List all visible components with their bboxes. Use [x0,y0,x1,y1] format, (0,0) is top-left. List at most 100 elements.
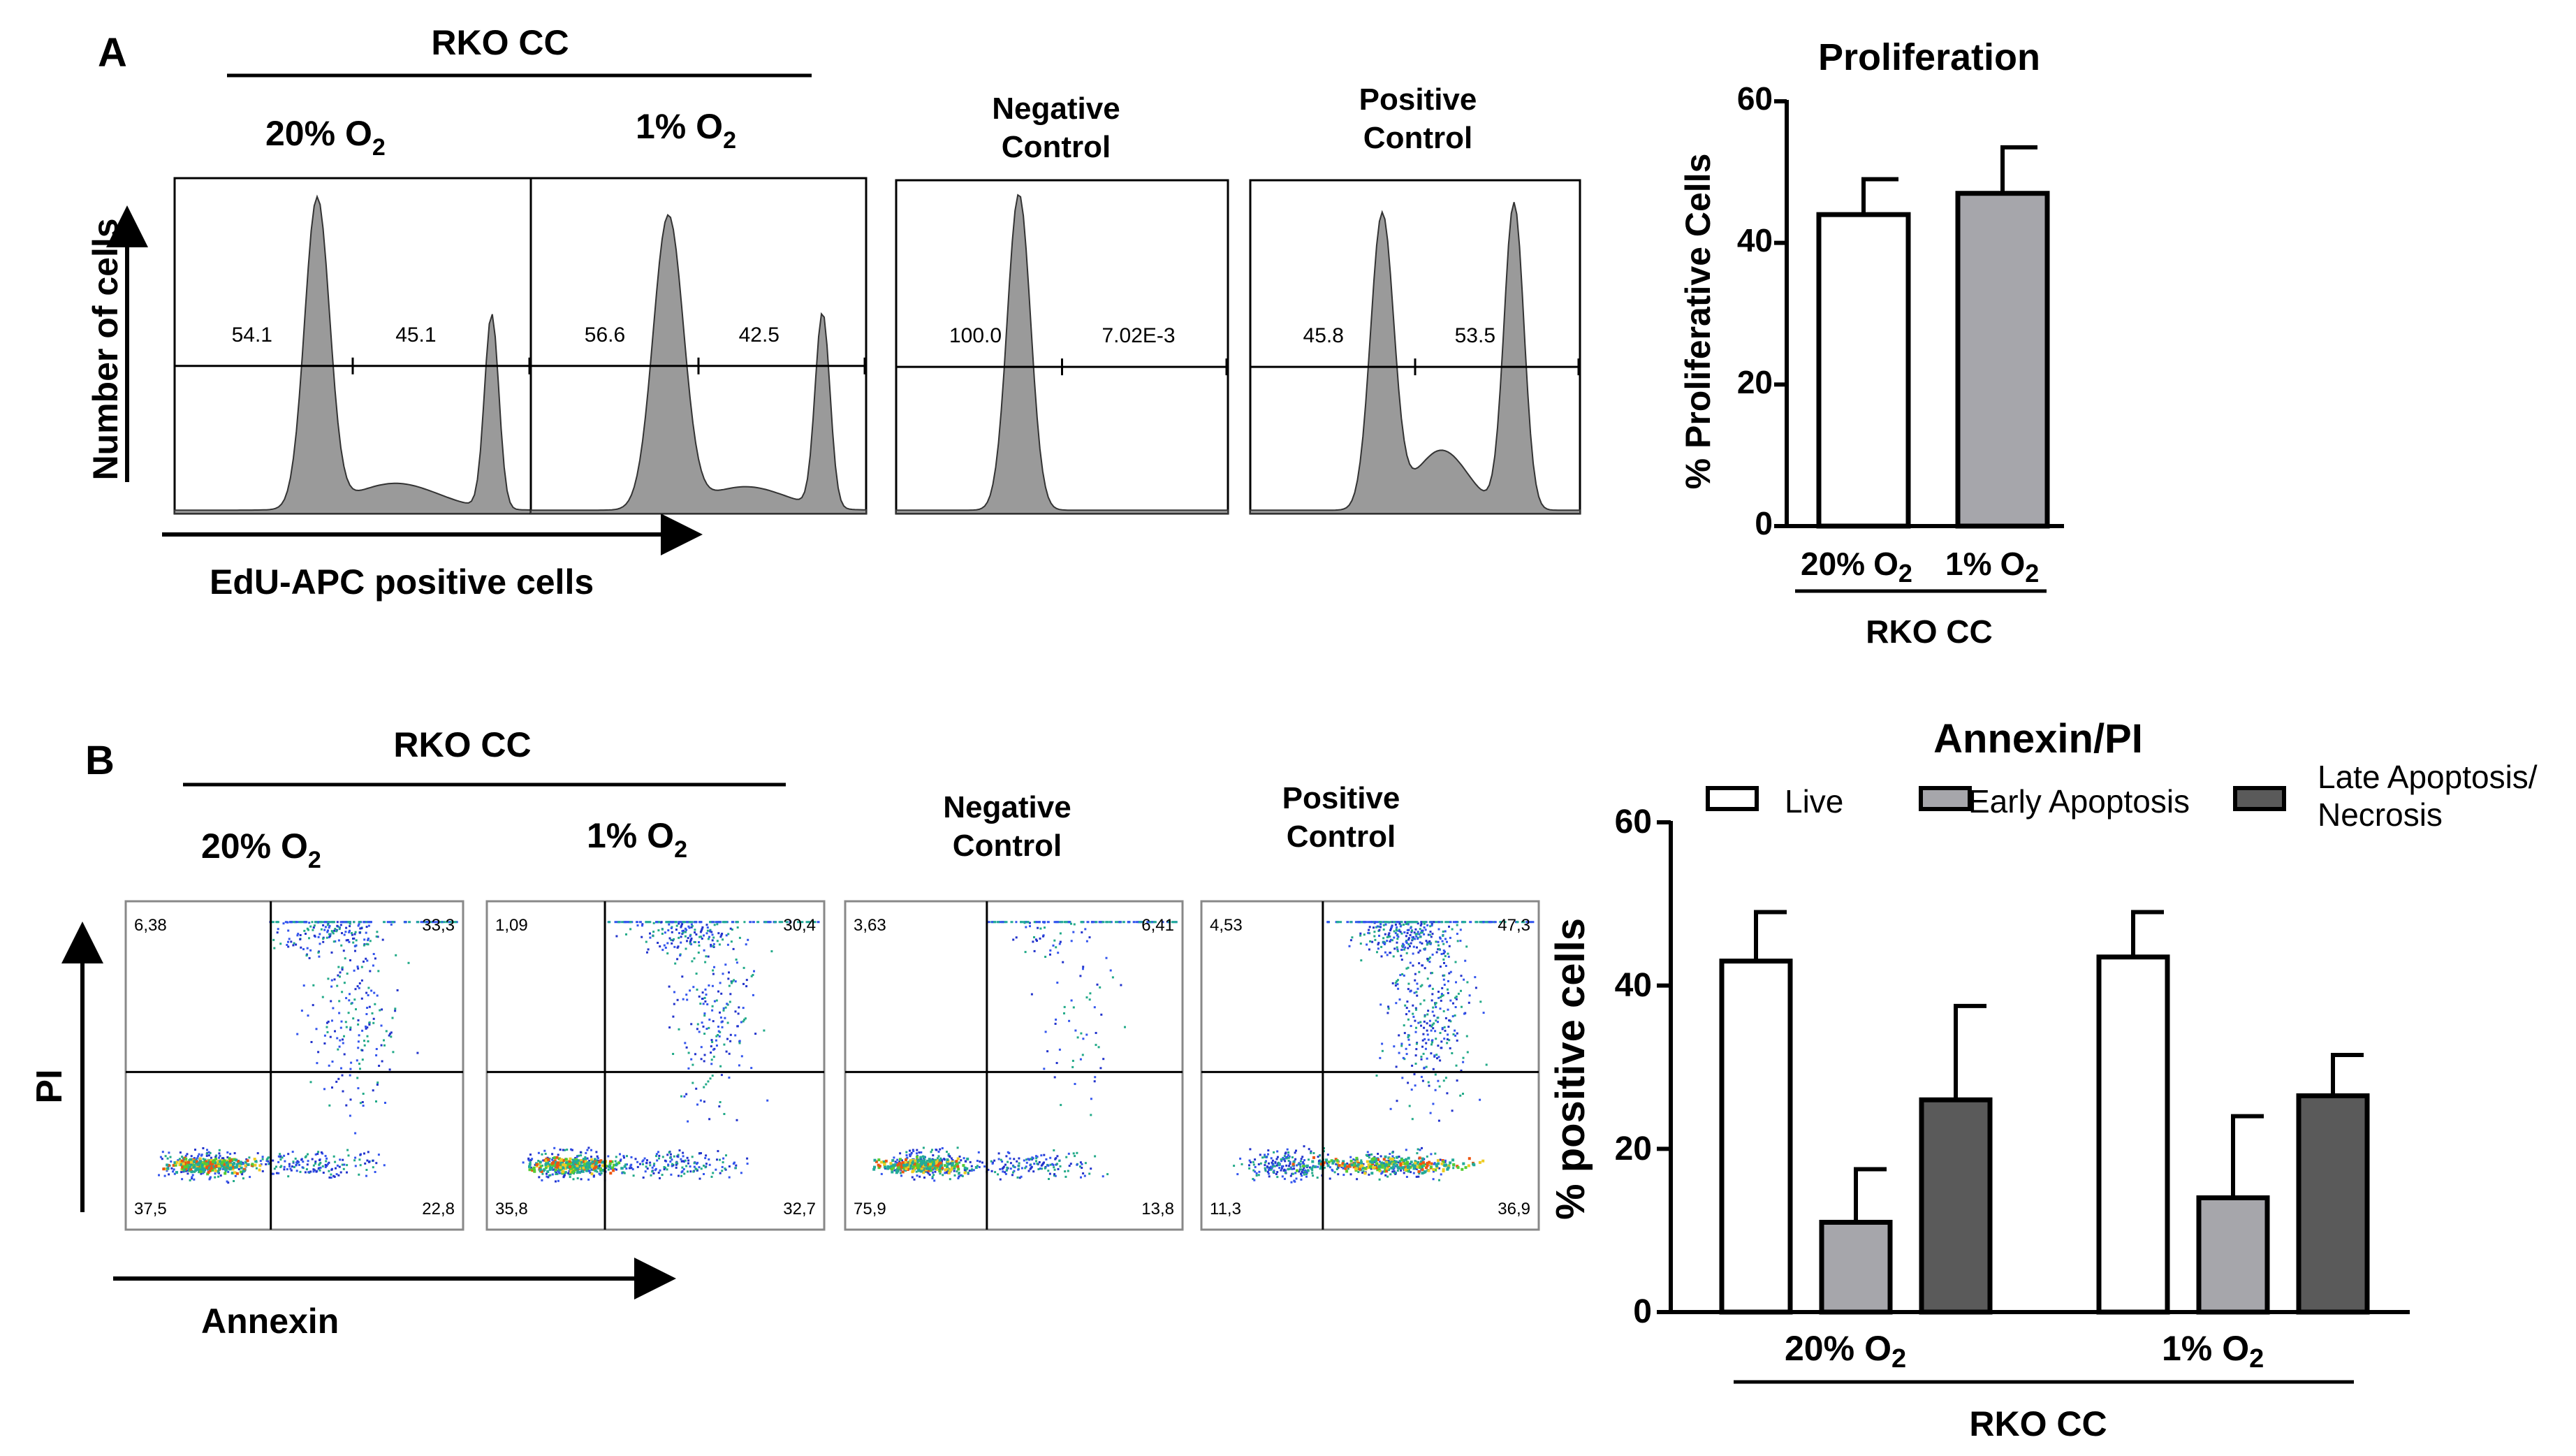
proliferation-group-label: RKO CC [1866,613,1992,650]
histogram-distribution [174,194,532,514]
panel-b: B RKO CC 20% O2 1% O2 Negative Control P… [29,716,2538,1443]
proliferation-bars [1816,145,2050,529]
annexin-ytick-0: 0 [1633,1293,1652,1330]
histogram-distribution [1250,202,1581,514]
panel-b-letter: B [85,738,115,783]
proliferation-ytick-0: 0 [1755,505,1773,541]
panel-a-positive-control-line1: Positive [1359,82,1477,117]
scatter-quadrant-ul: 4,53 [1210,916,1243,935]
annexin-ytick-40: 40 [1615,967,1652,1004]
annexin-bar-live-1 [2096,954,2170,1315]
proliferation-ytick-20: 20 [1737,364,1773,400]
scatter-quadrant-lr: 22,8 [422,1200,455,1218]
panel-b-y-axis-label: PI [29,1069,70,1103]
scatter-points [522,921,820,1183]
annexin-bar-late-apoptosis-necrosis-20 [1919,1097,1993,1315]
scatter-quadrant-ul: 6,38 [134,916,167,935]
annexin-bar-live-20 [1719,959,1793,1315]
scatter-quadrant-ll: 11,3 [1210,1200,1241,1218]
proliferation-xtick-1: 1% O2 [1945,546,2039,588]
histogram-right-value: 42.5 [739,323,780,347]
annexin-chart-title: Annexin/PI [1933,716,2143,762]
annexin-bars [1719,910,2370,1315]
histogram-frame [895,179,1229,515]
panel-a-x-axis-label: EdU-APC positive cells [210,562,594,602]
scatter-quadrant-ur: 6,41 [1141,916,1174,935]
proliferation-xtick-20: 20% O2 [1801,546,1912,588]
scatter-points [1233,921,1535,1184]
annexin-bar-early-apoptosis-20 [1819,1219,1893,1315]
histogram-right-value: 53.5 [1455,324,1495,347]
histogram-distribution [895,194,1229,514]
scatter-quadrant-lr: 32,7 [783,1200,816,1218]
scatter-frame [485,900,826,1231]
histogram-frame [173,177,532,515]
annexin-ytick-20: 20 [1615,1130,1652,1167]
panel-a: A RKO CC 20% O2 1% O2 Negative Control P… [86,23,2064,650]
annexin-axes [1657,820,2410,1314]
panel-b-negative-control-line1: Negative [943,790,1071,824]
legend-label-late-line1: Late Apoptosis/ [2318,759,2538,795]
panel-a-letter: A [98,30,127,75]
scatter-quadrant-ul: 3,63 [854,916,886,935]
legend-label-late-line2: Necrosis [2318,796,2443,833]
scatter-frame [844,900,1184,1231]
scatter-quadrant-ul: 1,09 [495,916,528,935]
histogram-3: 100.0 7.02E-3 [895,179,1229,515]
proliferation-ytick-60: 60 [1737,80,1773,117]
scatter-plot-1: 6,38 33,3 37,5 22,8 [124,900,464,1231]
histogram-right-value: 7.02E-3 [1102,324,1176,347]
panel-a-positive-control-line2: Control [1363,121,1472,155]
scatter-quadrant-lr: 13,8 [1141,1200,1174,1218]
histogram-left-value: 100.0 [949,324,1002,347]
legend-swatch-early [1919,786,1972,811]
proliferation-chart-ylabel: % Proliferative Cells [1678,154,1718,490]
annexin-ytick-60: 60 [1615,803,1652,840]
annexin-bar-early-apoptosis-1 [2196,1195,2270,1315]
panel-b-cond-20-label: 20% O2 [201,827,321,873]
scatter-quadrant-ur: 30,4 [783,916,816,935]
proliferation-bar-1 [1955,191,2050,529]
scatter-plot-2: 1,09 30,4 35,8 32,7 [485,900,826,1231]
panel-a-cond-20-label: 20% O2 [265,114,386,161]
histogram-2: 56.6 42.5 [529,177,868,515]
scatter-plot-3: 3,63 6,41 75,9 13,8 [844,900,1184,1231]
legend-swatch-live [1706,786,1759,811]
scatter-quadrant-ll: 37,5 [134,1200,167,1218]
scatter-quadrant-ll: 75,9 [854,1200,886,1218]
annexin-xtick-1: 1% O2 [2162,1329,2264,1374]
annexin-group-label: RKO CC [1969,1404,2107,1443]
legend-label-early: Early Apoptosis [1968,783,2190,820]
scatter-plot-4: 4,53 47,3 11,3 36,9 [1200,900,1540,1231]
annexin-xtick-20: 20% O2 [1785,1329,1906,1374]
panel-b-x-axis-label: Annexin [201,1302,339,1341]
panel-b-negative-control-line2: Control [953,829,1062,863]
scatter-points [158,921,458,1184]
panel-a-negative-control-line1: Negative [992,92,1120,126]
panel-a-negative-control-line2: Control [1002,130,1111,164]
histogram-left-value: 45.8 [1303,324,1344,347]
histogram-right-value: 45.1 [395,323,436,347]
proliferation-ytick-40: 40 [1737,222,1773,259]
panel-a-cond-1-label: 1% O2 [636,107,736,154]
histogram-4: 45.8 53.5 [1249,179,1581,515]
scatter-frame [124,900,464,1231]
proliferation-bar-20 [1816,212,1911,529]
panel-a-y-axis-label: Number of cells [86,218,125,480]
panel-b-group-label: RKO CC [393,725,531,764]
scatter-quadrant-ur: 33,3 [422,916,455,935]
histogram-left-value: 54.1 [232,323,272,347]
legend-swatch-late [2233,786,2286,811]
annexin-bar-late-apoptosis-necrosis-1 [2296,1093,2370,1315]
histogram-distribution [530,214,867,514]
histogram-group: 54.1 45.1 56.6 42.5 100.0 7.02E-3 45.8 53.5 [173,177,1581,515]
scatter-quadrant-lr: 36,9 [1498,1200,1530,1218]
panel-b-positive-control-line1: Positive [1282,781,1400,815]
legend-label-live: Live [1785,783,1843,820]
histogram-left-value: 56.6 [585,323,625,347]
panel-b-positive-control-line2: Control [1287,820,1396,854]
scatter-points [872,921,1178,1182]
annexin-chart: Annexin/PI Live Early Apoptosis Late Apo… [1548,716,2538,1443]
annexin-chart-ylabel: % positive cells [1548,918,1593,1220]
